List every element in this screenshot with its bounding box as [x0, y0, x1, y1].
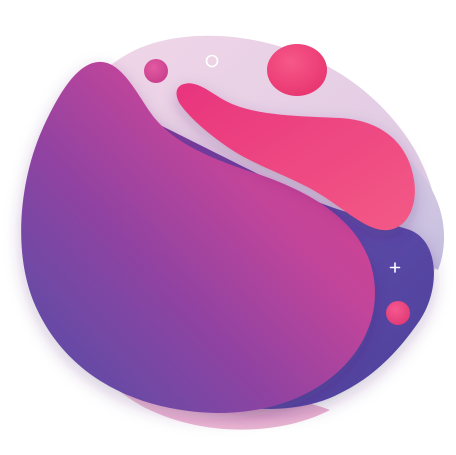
pink-dot [386, 301, 410, 325]
ring-outline-icon [205, 54, 219, 68]
main-gradient-blob [21, 61, 375, 413]
pink-tongue-blob [176, 83, 415, 231]
pink-sphere [267, 44, 327, 96]
magenta-dot [144, 59, 168, 83]
plus-sparkle-icon [389, 262, 401, 273]
